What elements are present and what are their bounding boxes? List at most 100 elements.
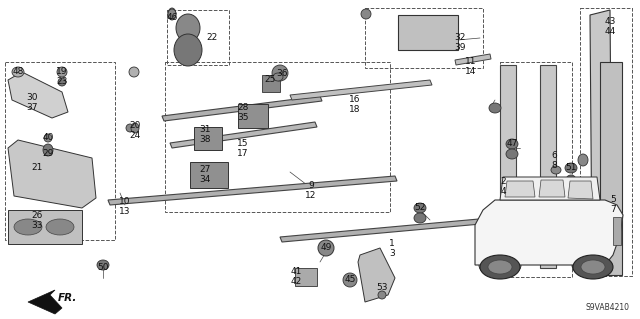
Polygon shape xyxy=(162,96,322,121)
Text: 35: 35 xyxy=(237,114,249,122)
Polygon shape xyxy=(194,127,222,150)
Text: 20: 20 xyxy=(129,121,141,130)
Ellipse shape xyxy=(573,255,613,279)
Text: 34: 34 xyxy=(199,175,211,184)
Bar xyxy=(295,268,317,286)
Text: 36: 36 xyxy=(276,69,288,78)
Text: 31: 31 xyxy=(199,125,211,135)
Polygon shape xyxy=(8,72,68,118)
Text: 24: 24 xyxy=(129,130,141,139)
Polygon shape xyxy=(590,10,612,265)
Text: 8: 8 xyxy=(551,160,557,169)
Bar xyxy=(5,62,115,240)
Ellipse shape xyxy=(58,78,66,86)
Bar xyxy=(365,8,483,68)
Text: 5: 5 xyxy=(610,196,616,204)
Polygon shape xyxy=(475,200,623,265)
Text: 7: 7 xyxy=(610,205,616,214)
Text: 28: 28 xyxy=(237,103,249,113)
Ellipse shape xyxy=(480,255,520,279)
Text: 52: 52 xyxy=(414,204,426,212)
Ellipse shape xyxy=(318,240,334,256)
Text: 50: 50 xyxy=(97,263,109,272)
Text: 43: 43 xyxy=(604,18,616,26)
Ellipse shape xyxy=(176,14,200,42)
Ellipse shape xyxy=(361,9,371,19)
Text: 33: 33 xyxy=(31,220,43,229)
Polygon shape xyxy=(28,290,62,314)
Ellipse shape xyxy=(97,260,109,270)
Text: 49: 49 xyxy=(320,243,332,253)
Ellipse shape xyxy=(414,213,426,223)
Text: 17: 17 xyxy=(237,149,249,158)
Text: 30: 30 xyxy=(26,93,38,102)
Text: 21: 21 xyxy=(31,162,43,172)
Ellipse shape xyxy=(44,134,52,142)
Ellipse shape xyxy=(129,67,139,77)
Polygon shape xyxy=(108,176,397,205)
Text: 19: 19 xyxy=(56,68,68,77)
Text: 1: 1 xyxy=(389,239,395,248)
Ellipse shape xyxy=(551,166,561,174)
Text: 3: 3 xyxy=(389,249,395,257)
Polygon shape xyxy=(568,181,593,199)
Ellipse shape xyxy=(272,65,288,81)
Polygon shape xyxy=(8,210,82,244)
Text: S9VAB4210: S9VAB4210 xyxy=(586,303,630,313)
Polygon shape xyxy=(600,62,622,275)
Polygon shape xyxy=(540,65,556,268)
Text: 22: 22 xyxy=(206,33,218,41)
Ellipse shape xyxy=(43,144,53,156)
Ellipse shape xyxy=(565,163,577,173)
Ellipse shape xyxy=(126,124,134,132)
Text: 16: 16 xyxy=(349,95,361,105)
Text: 2: 2 xyxy=(500,176,506,186)
Ellipse shape xyxy=(581,260,605,274)
Text: 32: 32 xyxy=(454,33,466,42)
Ellipse shape xyxy=(131,123,139,133)
Polygon shape xyxy=(505,181,535,197)
Text: 4: 4 xyxy=(500,187,506,196)
Ellipse shape xyxy=(506,139,518,149)
Text: 10: 10 xyxy=(119,197,131,206)
Polygon shape xyxy=(170,122,317,148)
Text: 38: 38 xyxy=(199,136,211,145)
Ellipse shape xyxy=(12,67,24,77)
Ellipse shape xyxy=(489,103,501,113)
Polygon shape xyxy=(238,104,268,128)
Text: 23: 23 xyxy=(56,78,68,86)
Bar xyxy=(165,62,390,212)
Ellipse shape xyxy=(168,9,176,19)
Ellipse shape xyxy=(378,291,386,299)
Ellipse shape xyxy=(57,67,67,77)
Text: 9: 9 xyxy=(308,181,314,189)
Ellipse shape xyxy=(14,219,42,235)
Ellipse shape xyxy=(488,260,512,274)
Bar xyxy=(580,8,632,276)
Ellipse shape xyxy=(343,273,357,287)
Text: 25: 25 xyxy=(264,76,276,85)
Polygon shape xyxy=(358,248,395,302)
Text: 51: 51 xyxy=(565,164,577,173)
Text: 26: 26 xyxy=(31,211,43,219)
Text: 13: 13 xyxy=(119,207,131,217)
Text: 39: 39 xyxy=(454,43,466,53)
Ellipse shape xyxy=(46,219,74,235)
Text: 29: 29 xyxy=(42,149,54,158)
Text: 12: 12 xyxy=(305,190,317,199)
Text: 37: 37 xyxy=(26,103,38,113)
Text: 14: 14 xyxy=(465,68,477,77)
Polygon shape xyxy=(500,65,516,268)
Text: 48: 48 xyxy=(12,68,24,77)
Ellipse shape xyxy=(174,34,202,66)
Polygon shape xyxy=(190,162,228,188)
Text: 27: 27 xyxy=(199,166,211,174)
Polygon shape xyxy=(280,218,492,242)
Bar xyxy=(167,10,229,65)
Polygon shape xyxy=(262,75,280,92)
Bar xyxy=(613,217,621,245)
Ellipse shape xyxy=(168,8,176,20)
Polygon shape xyxy=(8,140,96,208)
Ellipse shape xyxy=(273,73,283,81)
Ellipse shape xyxy=(506,149,518,159)
